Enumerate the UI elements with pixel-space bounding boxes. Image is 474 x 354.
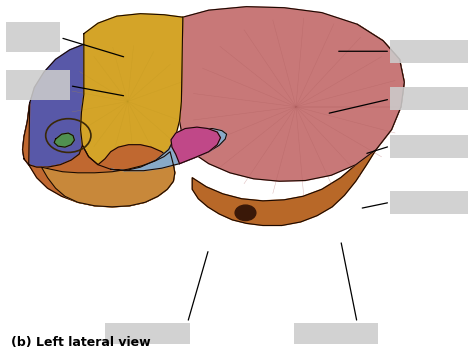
Text: (b) Left lateral view: (b) Left lateral view (11, 336, 150, 349)
FancyBboxPatch shape (390, 135, 468, 158)
Polygon shape (192, 24, 404, 225)
Polygon shape (81, 14, 183, 171)
FancyBboxPatch shape (293, 323, 378, 344)
FancyBboxPatch shape (390, 191, 468, 214)
FancyBboxPatch shape (6, 22, 60, 52)
Polygon shape (180, 7, 404, 181)
FancyBboxPatch shape (390, 87, 468, 110)
FancyBboxPatch shape (6, 70, 70, 100)
Circle shape (235, 205, 256, 221)
Polygon shape (54, 133, 74, 147)
Polygon shape (41, 152, 175, 207)
Polygon shape (111, 129, 227, 171)
FancyBboxPatch shape (390, 40, 468, 63)
Polygon shape (23, 34, 84, 167)
FancyBboxPatch shape (105, 323, 190, 344)
Polygon shape (171, 127, 220, 164)
Polygon shape (23, 103, 175, 207)
